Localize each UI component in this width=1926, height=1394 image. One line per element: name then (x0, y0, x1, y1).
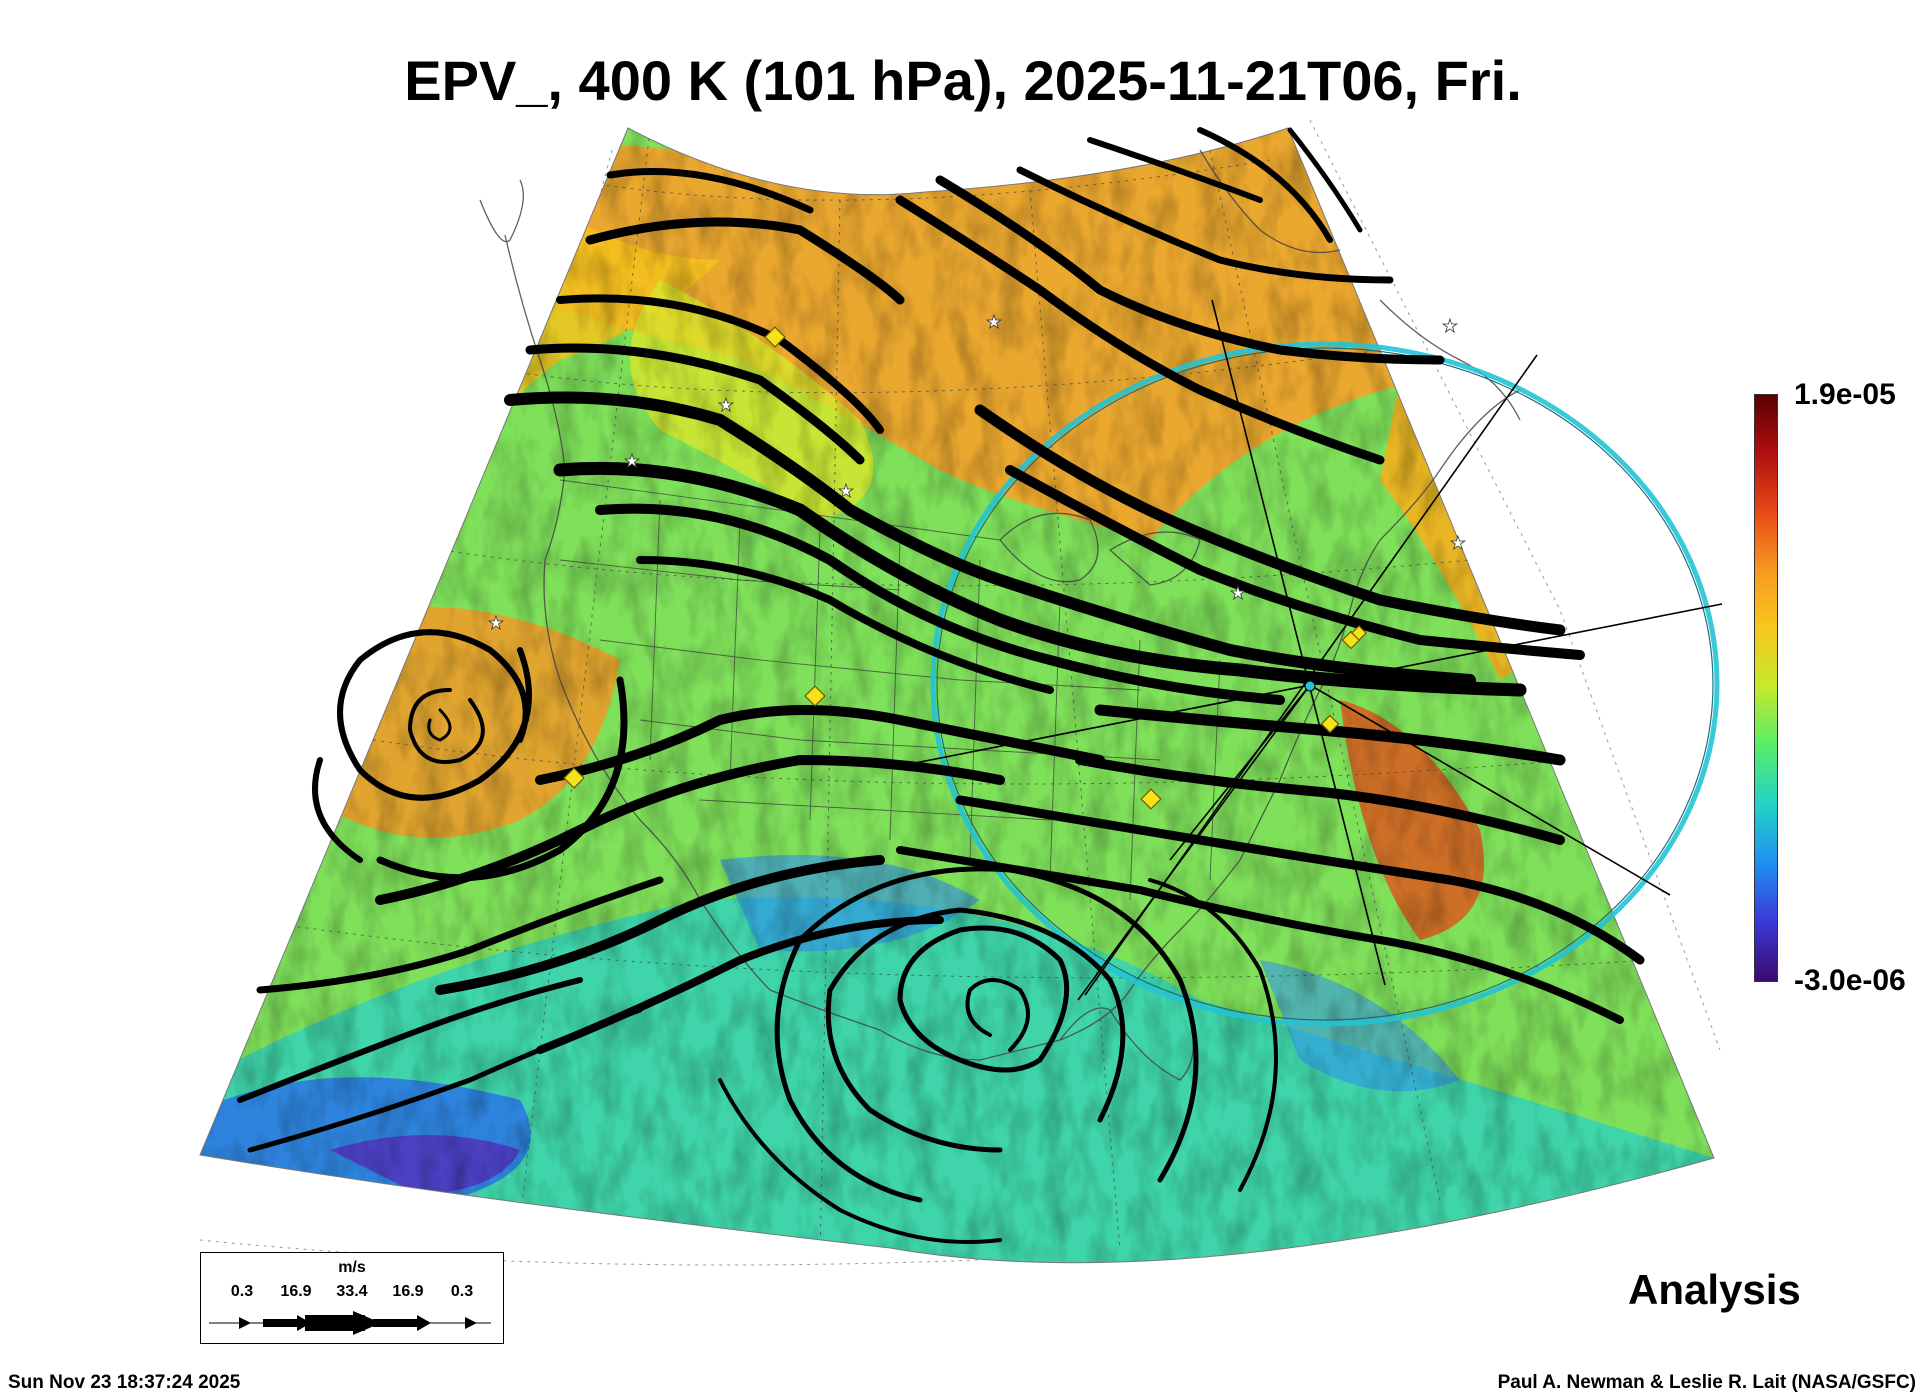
diamond-marker (804, 685, 826, 707)
colorbar-min-label: -3.0e-06 (1794, 964, 1906, 997)
center-marker (1304, 680, 1316, 692)
star-markers: ★ ★ ★ ★ ★ ★ ★ ★ (488, 312, 1467, 635)
legend-value: 16.9 (392, 1283, 424, 1300)
diamond-markers (563, 326, 1367, 810)
star-marker: ★ (1450, 533, 1466, 554)
range-ring-inner (936, 347, 1714, 1021)
state-boundaries (559, 479, 1221, 901)
colorbar (1754, 394, 1778, 982)
legend-arrow-scale (209, 1311, 491, 1335)
colorbar-max-label: 1.9e-05 (1794, 378, 1896, 411)
legend-value: 16.9 (280, 1283, 312, 1300)
diamond-marker (1320, 714, 1340, 734)
credit: Paul A. Newman & Leslie R. Lait (NASA/GS… (1497, 1372, 1916, 1393)
timestamp: Sun Nov 23 18:37:24 2025 (8, 1372, 241, 1393)
diamond-marker (563, 767, 585, 789)
legend-value: 33.4 (336, 1283, 368, 1300)
star-marker: ★ (986, 312, 1002, 333)
coastlines (479, 149, 1521, 1081)
diamond-marker (1351, 625, 1367, 641)
legend-unit: m/s (338, 1259, 366, 1276)
star-marker: ★ (718, 395, 734, 416)
star-marker: ★ (624, 451, 640, 472)
analysis-label: Analysis (1628, 1266, 1801, 1313)
legend-value: 0.3 (230, 1283, 254, 1300)
star-marker: ★ (1230, 583, 1246, 604)
diamond-marker (1140, 788, 1162, 810)
page-title: EPV_, 400 K (101 hPa), 2025-11-21T06, Fr… (404, 49, 1522, 112)
range-ring (930, 341, 1720, 1027)
legend-value: 0.3 (450, 1283, 474, 1300)
map-sector-outline (199, 127, 1715, 1264)
wind-legend: m/s 0.3 16.9 33.4 16.9 0.3 (200, 1252, 504, 1344)
star-marker: ★ (1442, 316, 1458, 337)
diamond-marker (764, 326, 786, 348)
star-marker: ★ (488, 613, 504, 634)
star-marker: ★ (838, 481, 854, 502)
